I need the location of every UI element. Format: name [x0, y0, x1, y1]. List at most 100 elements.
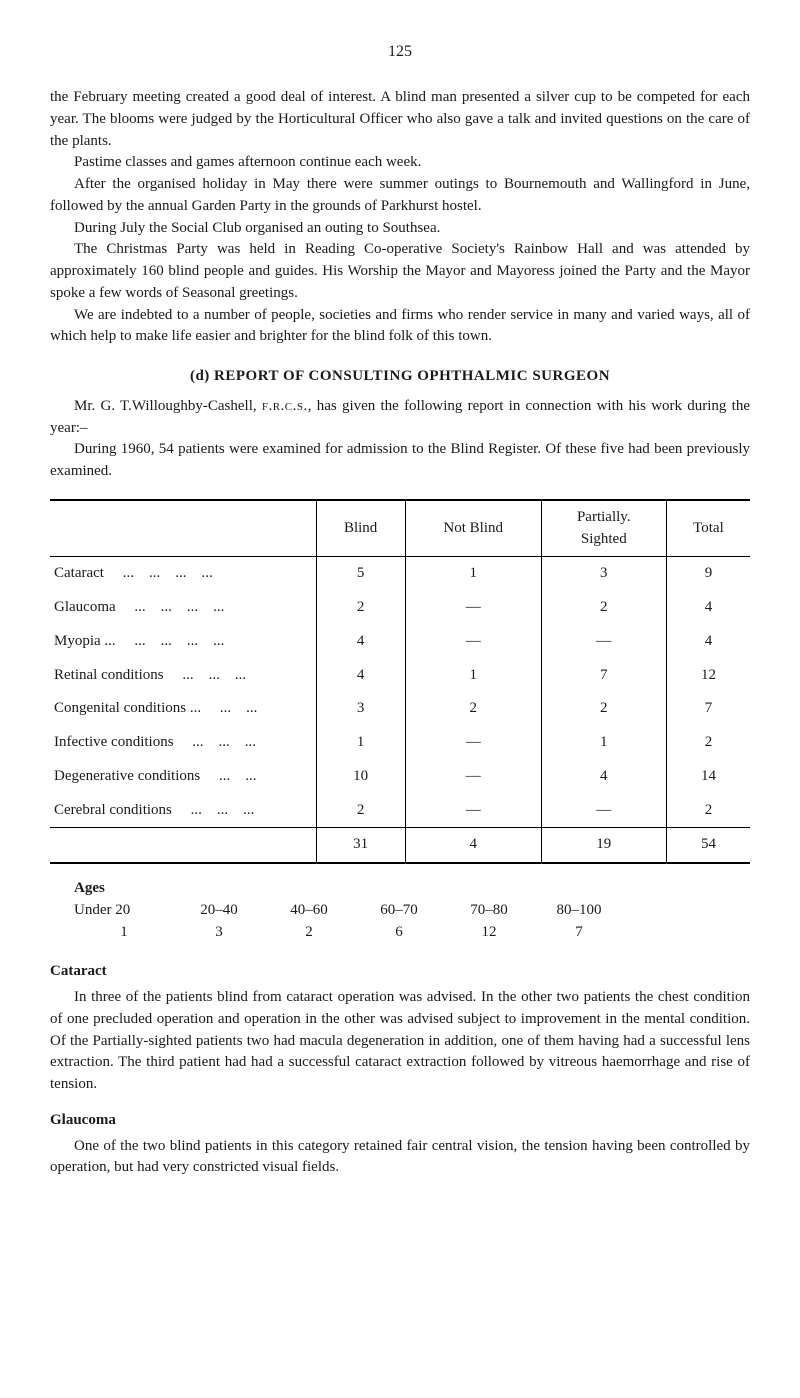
glaucoma-heading: Glaucoma: [50, 1110, 750, 1132]
cell-partial: —: [541, 794, 666, 828]
cell-partial: 1: [541, 726, 666, 760]
cell-partial: 3: [541, 557, 666, 591]
cell-partial: 2: [541, 692, 666, 726]
cell-blind: 3: [316, 692, 405, 726]
cell-not-blind: 1: [405, 659, 541, 693]
cell-blind: 2: [316, 591, 405, 625]
paragraph-6: We are indebted to a number of people, s…: [50, 305, 750, 349]
ages-value: 3: [174, 922, 264, 944]
cell-blind: 4: [316, 625, 405, 659]
cell-partial: 7: [541, 659, 666, 693]
page-number: 125: [50, 40, 750, 63]
label-text: Degenerative conditions: [54, 768, 200, 784]
section-d-heading: (d) REPORT OF CONSULTING OPHTHALMIC SURG…: [50, 366, 750, 388]
ages-title: Ages: [74, 878, 750, 900]
cell-not-blind: —: [405, 726, 541, 760]
ages-header: 80–100: [534, 900, 624, 922]
cell-total: 2: [666, 726, 750, 760]
table-row: Infective conditions ... ... ... 1 — 1 2: [50, 726, 750, 760]
totals-partial: 19: [541, 828, 666, 863]
table-row: Cerebral conditions ... ... ... 2 — — 2: [50, 794, 750, 828]
ages-value: 7: [534, 922, 624, 944]
totals-total: 54: [666, 828, 750, 863]
label-text: Myopia ...: [54, 633, 116, 649]
ages-value: 2: [264, 922, 354, 944]
paragraph-5: The Christmas Party was held in Reading …: [50, 239, 750, 304]
cell-not-blind: 1: [405, 557, 541, 591]
paragraph-2: Pastime classes and games afternoon cont…: [50, 152, 750, 174]
totals-empty: [50, 828, 316, 863]
table-row: Degenerative conditions ... ... 10 — 4 1…: [50, 760, 750, 794]
ages-header: Under 20: [74, 900, 174, 922]
ages-value: 12: [444, 922, 534, 944]
row-label: Congenital conditions ... ... ...: [50, 692, 316, 726]
label-text: Cerebral conditions: [54, 802, 172, 818]
cell-total: 7: [666, 692, 750, 726]
table-row: Cataract ... ... ... ... 5 1 3 9: [50, 557, 750, 591]
ages-headers-row: Under 20 20–40 40–60 60–70 70–80 80–100: [74, 900, 750, 922]
cell-partial: —: [541, 625, 666, 659]
paragraph-3: After the organised holiday in May there…: [50, 174, 750, 218]
label-text: Infective conditions: [54, 734, 174, 750]
intro-1-a: Mr. G. T.Willoughby-Cashell,: [74, 398, 262, 414]
cell-total: 4: [666, 625, 750, 659]
ages-value: 1: [74, 922, 174, 944]
row-label: Myopia ... ... ... ... ...: [50, 625, 316, 659]
cell-not-blind: —: [405, 760, 541, 794]
th-blind: Blind: [316, 500, 405, 557]
cell-blind: 10: [316, 760, 405, 794]
cell-not-blind: —: [405, 794, 541, 828]
ages-header: 40–60: [264, 900, 354, 922]
cell-total: 12: [666, 659, 750, 693]
cell-not-blind: 2: [405, 692, 541, 726]
section-d-intro-1: Mr. G. T.Willoughby-Cashell, f.r.c.s., h…: [50, 396, 750, 440]
cell-total: 2: [666, 794, 750, 828]
cell-not-blind: —: [405, 591, 541, 625]
ages-header: 20–40: [174, 900, 264, 922]
paragraph-1: the February meeting created a good deal…: [50, 87, 750, 152]
cell-blind: 2: [316, 794, 405, 828]
ages-block: Ages Under 20 20–40 40–60 60–70 70–80 80…: [50, 878, 750, 943]
table-row: Myopia ... ... ... ... ... 4 — — 4: [50, 625, 750, 659]
label-text: Cataract: [54, 565, 104, 581]
label-text: Retinal conditions: [54, 667, 164, 683]
row-label: Retinal conditions ... ... ...: [50, 659, 316, 693]
ages-value: 6: [354, 922, 444, 944]
row-label: Degenerative conditions ... ...: [50, 760, 316, 794]
th-not-blind: Not Blind: [405, 500, 541, 557]
cell-blind: 4: [316, 659, 405, 693]
table-row: Glaucoma ... ... ... ... 2 — 2 4: [50, 591, 750, 625]
table-totals-row: 31 4 19 54: [50, 828, 750, 863]
table-row: Retinal conditions ... ... ... 4 1 7 12: [50, 659, 750, 693]
label-text: Glaucoma: [54, 599, 116, 615]
ages-header: 60–70: [354, 900, 444, 922]
cell-blind: 1: [316, 726, 405, 760]
intro-1-credentials: f.r.c.s.: [262, 398, 308, 414]
cataract-body: In three of the patients blind from cata…: [50, 987, 750, 1096]
cell-total: 9: [666, 557, 750, 591]
cell-blind: 5: [316, 557, 405, 591]
row-label: Cataract ... ... ... ...: [50, 557, 316, 591]
section-d-intro-2: During 1960, 54 patients were examined f…: [50, 439, 750, 483]
cell-partial: 2: [541, 591, 666, 625]
cell-partial: 4: [541, 760, 666, 794]
row-label: Cerebral conditions ... ... ...: [50, 794, 316, 828]
th-total: Total: [666, 500, 750, 557]
totals-blind: 31: [316, 828, 405, 863]
table-row: Congenital conditions ... ... ... 3 2 2 …: [50, 692, 750, 726]
cell-total: 14: [666, 760, 750, 794]
conditions-table: Blind Not Blind Partially.Sighted Total …: [50, 499, 750, 864]
cell-total: 4: [666, 591, 750, 625]
cataract-heading: Cataract: [50, 961, 750, 983]
th-empty: [50, 500, 316, 557]
cell-not-blind: —: [405, 625, 541, 659]
totals-not-blind: 4: [405, 828, 541, 863]
paragraph-4: During July the Social Club organised an…: [50, 218, 750, 240]
th-partial: Partially.Sighted: [541, 500, 666, 557]
ages-values-row: 1 3 2 6 12 7: [74, 922, 750, 944]
glaucoma-body: One of the two blind patients in this ca…: [50, 1136, 750, 1180]
label-text: Congenital conditions ...: [54, 700, 201, 716]
table-body: Cataract ... ... ... ... 5 1 3 9 Glaucom…: [50, 557, 750, 863]
ages-header: 70–80: [444, 900, 534, 922]
row-label: Glaucoma ... ... ... ...: [50, 591, 316, 625]
